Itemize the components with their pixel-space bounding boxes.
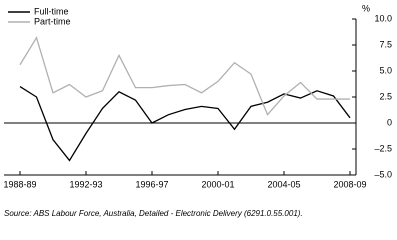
x-tick-label: 1988-89 xyxy=(3,179,36,189)
x-tick-label: 1996-97 xyxy=(135,179,168,189)
y-tick-label: 0 xyxy=(387,117,392,127)
x-tick-label: 2008-09 xyxy=(333,179,366,189)
y-tick-label: 2.5 xyxy=(379,91,392,101)
series-line xyxy=(19,36,350,116)
y-unit: % xyxy=(362,3,370,13)
x-tick-label: 2004-05 xyxy=(267,179,300,189)
x-tick-label: 1992-93 xyxy=(69,179,102,189)
x-tick-label: 2000-01 xyxy=(201,179,234,189)
chart: % Source: ABS Labour Force, Australia, D… xyxy=(3,3,392,218)
y-tick-label: –5.0 xyxy=(374,169,392,179)
y-tick-label: 5.0 xyxy=(379,65,392,75)
legend-label: Part-time xyxy=(34,16,71,26)
y-tick-label: 7.5 xyxy=(379,39,392,49)
legend-label: Full-time xyxy=(34,6,69,16)
series-line xyxy=(19,86,351,162)
y-tick-label: 10.0 xyxy=(374,13,392,23)
y-tick-label: –2.5 xyxy=(374,143,392,153)
source-note: Source: ABS Labour Force, Australia, Det… xyxy=(4,209,303,218)
